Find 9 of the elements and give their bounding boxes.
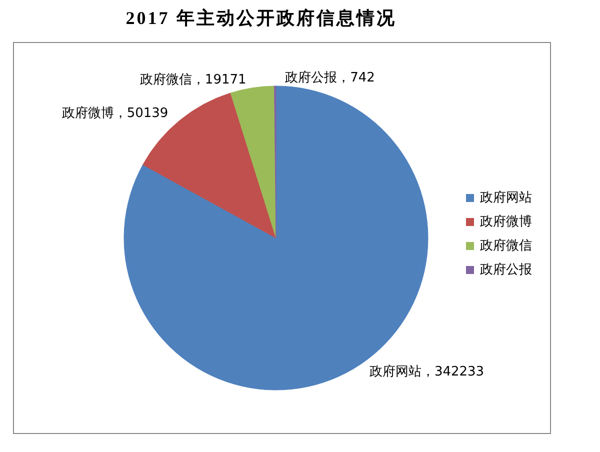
legend-label: 政府公报: [480, 262, 532, 278]
data-label: 政府微博，50139: [62, 105, 168, 122]
data-label: 政府网站，342233: [369, 364, 484, 380]
data-label: 政府公报，742: [285, 70, 375, 86]
title: 2017 年主动公开政府信息情况: [126, 8, 396, 28]
legend-label: 政府微信: [480, 238, 532, 254]
legend-label: 政府网站: [480, 190, 532, 206]
legend-label: 政府微博: [480, 214, 532, 230]
data-label: 政府微信，19171: [140, 72, 246, 88]
